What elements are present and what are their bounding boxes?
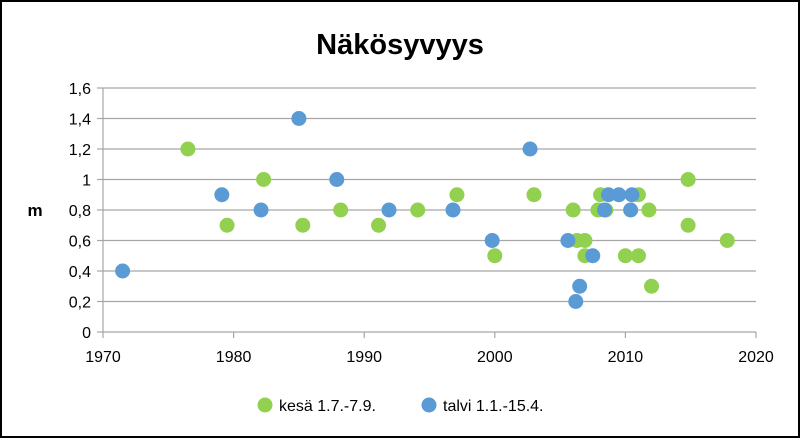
- data-point-kesa: [371, 217, 387, 233]
- gridlines: [103, 87, 756, 303]
- y-tick-label: 0,6: [69, 234, 91, 251]
- data-point-talvi: [560, 233, 576, 248]
- data-point-kesa: [641, 202, 657, 218]
- data-point-talvi: [329, 172, 345, 187]
- data-point-kesa: [487, 248, 503, 264]
- data-point-talvi: [600, 187, 616, 203]
- data-point-kesa: [295, 217, 311, 233]
- data-point-kesa: [680, 172, 696, 187]
- y-tick-label: 1,6: [69, 81, 91, 98]
- data-point-talvi: [214, 187, 230, 203]
- data-point-kesa: [219, 217, 235, 233]
- legend: kesä 1.7.-7.9. talvi 1.1.-15.4.: [257, 397, 544, 415]
- data-point-kesa: [719, 233, 735, 248]
- data-point-talvi: [522, 141, 538, 157]
- legend-label: talvi 1.1.-15.4.: [443, 398, 544, 415]
- legend-marker: [421, 397, 437, 413]
- y-tick-labels: 0 0,2 0,4 0,6 0,8 1 1,2 1,4 1,6: [69, 81, 91, 342]
- y-tick-label: 0,2: [69, 295, 91, 312]
- chart-title: Näkösyvyys: [316, 29, 484, 61]
- y-tick-label: 1: [82, 173, 91, 190]
- y-tick-label: 0: [82, 325, 91, 342]
- data-point-talvi: [624, 187, 640, 203]
- data-point-kesa: [256, 172, 272, 187]
- data-point-talvi: [291, 111, 307, 126]
- legend-label: kesä 1.7.-7.9.: [279, 398, 376, 415]
- x-tick-labels: 1970 1980 1990 2000 2010 2020: [85, 349, 774, 366]
- x-tick-label: 1970: [85, 349, 121, 366]
- data-point-talvi: [623, 202, 639, 218]
- y-tick-label: 0,8: [69, 203, 91, 220]
- x-tick-label: 2010: [608, 349, 644, 366]
- data-point-kesa: [565, 202, 581, 218]
- data-point-talvi: [568, 294, 584, 309]
- data-point-talvi: [115, 263, 131, 279]
- data-point-kesa: [577, 233, 593, 248]
- data-point-talvi: [445, 202, 461, 218]
- x-tick-label: 2000: [477, 349, 513, 366]
- data-point-talvi: [611, 187, 627, 203]
- axes: [97, 87, 757, 338]
- x-tick-label: 1990: [346, 349, 382, 366]
- x-tick-label: 2020: [738, 349, 774, 366]
- data-point-talvi: [484, 233, 500, 248]
- data-point-talvi: [572, 278, 588, 294]
- data-point-kesa: [680, 217, 696, 233]
- data-point-kesa: [644, 278, 660, 294]
- y-tick-label: 1,4: [69, 112, 91, 129]
- data-point-kesa: [449, 187, 465, 203]
- data-point-talvi: [597, 202, 613, 218]
- data-point-kesa: [180, 141, 196, 157]
- data-point-kesa: [617, 248, 633, 264]
- data-points: [115, 111, 735, 309]
- data-point-kesa: [333, 202, 349, 218]
- data-point-talvi: [585, 248, 601, 264]
- y-axis-label: m: [27, 201, 42, 220]
- legend-marker: [257, 397, 273, 413]
- data-point-kesa: [410, 202, 426, 218]
- data-point-talvi: [253, 202, 269, 218]
- data-point-talvi: [381, 202, 397, 218]
- y-tick-label: 1,2: [69, 142, 91, 159]
- data-point-kesa: [526, 187, 542, 203]
- data-point-kesa: [630, 248, 646, 264]
- x-tick-label: 1980: [216, 349, 252, 366]
- y-tick-label: 0,4: [69, 264, 91, 281]
- scatter-chart: Näkösyvyys m 0 0,2 0,4 0,6 0,8 1 1,2 1,4 1,6 197…: [27, 29, 774, 415]
